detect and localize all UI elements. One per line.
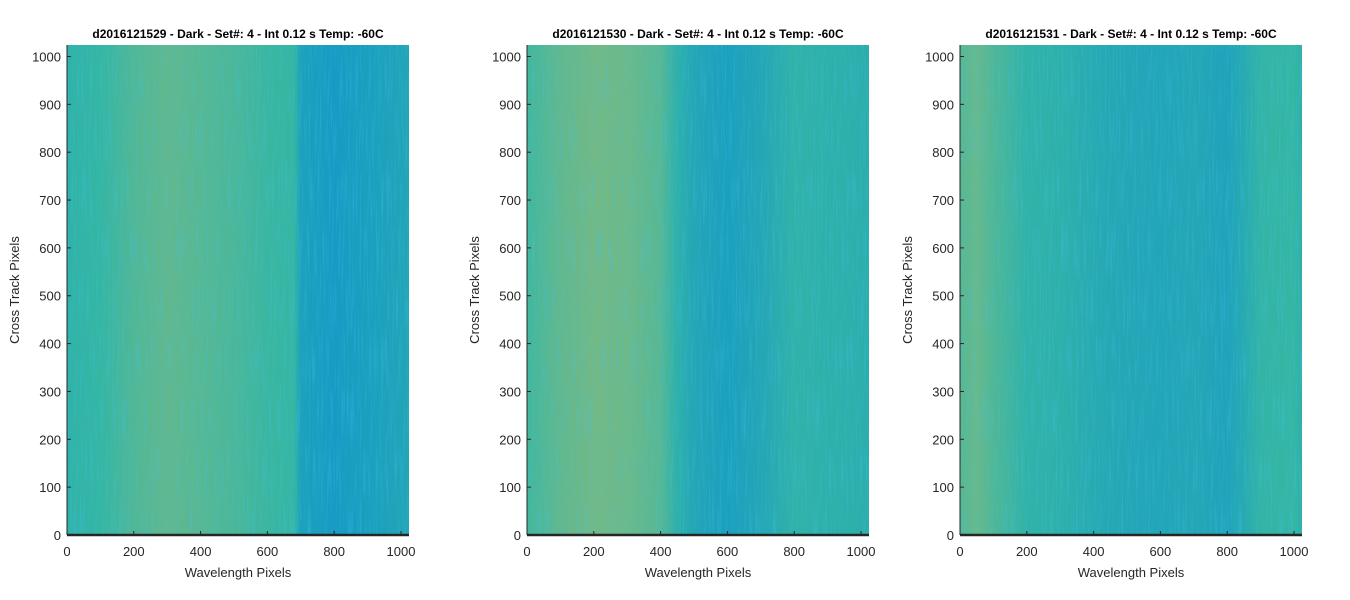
y-tick-label: 900 [932, 97, 954, 112]
x-axis-label-2: Wavelength Pixels [645, 565, 752, 580]
y-tick-label: 1000 [925, 49, 954, 64]
x-tick-label: 400 [190, 544, 212, 559]
plot-area-1: 0 200 400 600 800 1000 0 100 200 300 400 500 600 700 8… [32, 45, 415, 559]
subplot-3: d2016121531 - Dark - Set#: 4 - Int 0.12 … [900, 27, 1308, 580]
y-axis-label-2: Cross Track Pixels [467, 236, 482, 344]
x-tick-label: 800 [783, 544, 805, 559]
y-tick-label: 300 [932, 384, 954, 399]
y-tick-label: 0 [514, 528, 521, 543]
x-tick-label: 0 [956, 544, 963, 559]
x-tick-label: 600 [257, 544, 279, 559]
x-axis-label-1: Wavelength Pixels [185, 565, 292, 580]
plot-area-3: 0 200 400 600 800 1000 0 100 200 300 400 500 600 700 8… [925, 45, 1308, 559]
y-tick-label: 600 [932, 241, 954, 256]
y-tick-label: 200 [499, 432, 521, 447]
y-axis-label-1: Cross Track Pixels [7, 236, 22, 344]
plot-area-2: 0 200 400 600 800 1000 0 100 200 300 400 500 600 700 8… [492, 45, 875, 559]
y-tick-label: 100 [499, 480, 521, 495]
y-tick-label: 200 [39, 432, 61, 447]
y-tick-label: 600 [499, 241, 521, 256]
y-tick-label: 500 [39, 289, 61, 304]
y-tick-label: 400 [39, 337, 61, 352]
y-tick-label: 500 [932, 289, 954, 304]
x-tick-label: 0 [523, 544, 530, 559]
x-tick-label: 200 [123, 544, 145, 559]
y-tick-label: 800 [499, 145, 521, 160]
x-tick-label: 1000 [847, 544, 876, 559]
x-tick-label: 400 [1083, 544, 1105, 559]
x-tick-label: 1000 [387, 544, 416, 559]
x-tick-label: 600 [1150, 544, 1172, 559]
y-tick-label: 900 [39, 97, 61, 112]
y-tick-label: 200 [932, 432, 954, 447]
y-tick-label: 800 [39, 145, 61, 160]
y-tick-label: 800 [932, 145, 954, 160]
chart-title-3: d2016121531 - Dark - Set#: 4 - Int 0.12 … [985, 27, 1277, 41]
subplot-2: d2016121530 - Dark - Set#: 4 - Int 0.12 … [467, 27, 875, 580]
heatmap-noise-texture [527, 45, 869, 535]
x-axis-label-3: Wavelength Pixels [1078, 565, 1185, 580]
y-tick-label: 0 [947, 528, 954, 543]
x-tick-label: 800 [1216, 544, 1238, 559]
y-tick-label: 500 [499, 289, 521, 304]
y-tick-label: 700 [499, 193, 521, 208]
y-tick-label: 100 [39, 480, 61, 495]
y-axis-label-3: Cross Track Pixels [900, 236, 915, 344]
y-tick-label: 600 [39, 241, 61, 256]
x-tick-label: 600 [717, 544, 739, 559]
chart-title-1: d2016121529 - Dark - Set#: 4 - Int 0.12 … [92, 27, 384, 41]
x-tick-label: 400 [650, 544, 672, 559]
chart-title-2: d2016121530 - Dark - Set#: 4 - Int 0.12 … [552, 27, 844, 41]
y-tick-label: 700 [39, 193, 61, 208]
subplot-1: d2016121529 - Dark - Set#: 4 - Int 0.12 … [7, 27, 415, 580]
y-tick-label: 400 [932, 337, 954, 352]
x-tick-label: 200 [583, 544, 605, 559]
y-tick-label: 300 [39, 384, 61, 399]
y-tick-label: 100 [932, 480, 954, 495]
y-tick-label: 400 [499, 337, 521, 352]
y-tick-label: 700 [932, 193, 954, 208]
x-tick-label: 1000 [1280, 544, 1309, 559]
y-tick-label: 300 [499, 384, 521, 399]
y-tick-label: 900 [499, 97, 521, 112]
x-tick-label: 200 [1016, 544, 1038, 559]
y-tick-label: 0 [54, 528, 61, 543]
y-tick-label: 1000 [32, 49, 61, 64]
x-tick-label: 0 [63, 544, 70, 559]
heatmap-noise-texture [960, 45, 1302, 535]
y-tick-label: 1000 [492, 49, 521, 64]
heatmap-noise-texture [67, 45, 409, 535]
x-tick-label: 800 [323, 544, 345, 559]
